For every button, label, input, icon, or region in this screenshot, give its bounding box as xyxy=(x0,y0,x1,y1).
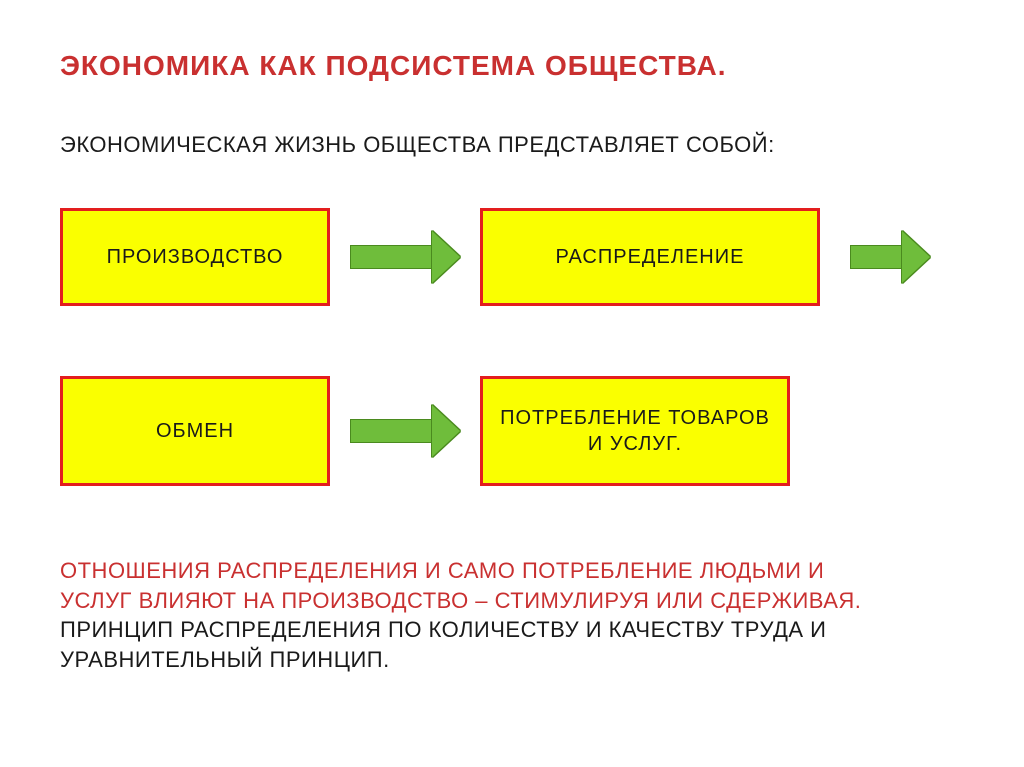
footer-line-3: ПРИНЦИП РАСПРЕДЕЛЕНИЯ ПО КОЛИЧЕСТВУ И КА… xyxy=(60,617,826,642)
subtitle-text: ЭКОНОМИЧЕСКАЯ ЖИЗНЬ ОБЩЕСТВА ПРЕДСТАВЛЯЕ… xyxy=(60,132,964,158)
arrow-icon xyxy=(350,405,460,457)
consumption-box: ПОТРЕБЛЕНИЕ ТОВАРОВ И УСЛУГ. xyxy=(480,376,790,486)
production-box: ПРОИЗВОДСТВО xyxy=(60,208,330,306)
exchange-box: ОБМЕН xyxy=(60,376,330,486)
footer-text: ОТНОШЕНИЯ РАСПРЕДЕЛЕНИЯ И САМО ПОТРЕБЛЕН… xyxy=(60,556,964,675)
arrow-icon xyxy=(850,231,930,283)
flow-row-2: ОБМЕН ПОТРЕБЛЕНИЕ ТОВАРОВ И УСЛУГ. xyxy=(60,376,964,486)
footer-line-2: УСЛУГ ВЛИЯЮТ НА ПРОИЗВОДСТВО – СТИМУЛИРУ… xyxy=(60,588,861,613)
production-label: ПРОИЗВОДСТВО xyxy=(107,244,284,270)
page-title: ЭКОНОМИКА КАК ПОДСИСТЕМА ОБЩЕСТВА. xyxy=(60,50,964,82)
flow-row-1: ПРОИЗВОДСТВО РАСПРЕДЕЛЕНИЕ xyxy=(60,208,964,306)
footer-line-1: ОТНОШЕНИЯ РАСПРЕДЕЛЕНИЯ И САМО ПОТРЕБЛЕН… xyxy=(60,558,824,583)
footer-line-4: УРАВНИТЕЛЬНЫЙ ПРИНЦИП. xyxy=(60,647,390,672)
distribution-box: РАСПРЕДЕЛЕНИЕ xyxy=(480,208,820,306)
consumption-label: ПОТРЕБЛЕНИЕ ТОВАРОВ И УСЛУГ. xyxy=(500,405,770,457)
exchange-label: ОБМЕН xyxy=(156,418,234,444)
distribution-label: РАСПРЕДЕЛЕНИЕ xyxy=(556,244,745,270)
arrow-icon xyxy=(350,231,460,283)
